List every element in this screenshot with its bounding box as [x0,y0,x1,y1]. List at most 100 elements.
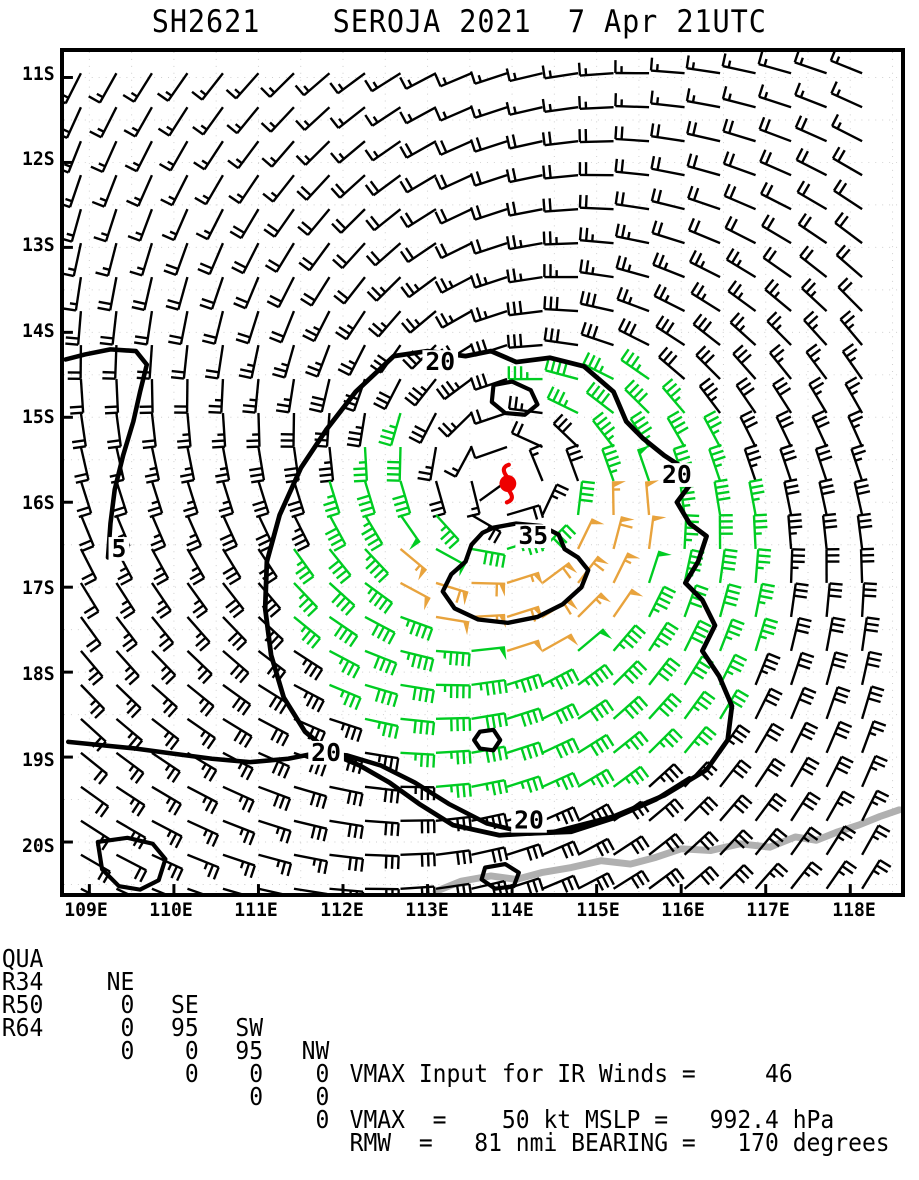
wind-barb [649,587,675,617]
wind-barb [723,86,756,107]
wind-barb [613,481,626,515]
wind-barb [862,756,887,787]
wind-barb [152,617,173,651]
wind-barb [759,85,791,108]
wind-barb [145,447,159,483]
wind-barb [614,625,646,651]
wind-barb [580,162,614,175]
wind-barb [843,344,862,379]
wind-barb [230,209,258,238]
wind-barb [858,514,872,549]
wind-barb [116,821,145,849]
wind-barb [400,887,434,893]
wind-barb [827,826,856,854]
wind-barb [369,311,401,336]
wind-barb [262,141,294,166]
wind-barb [365,685,397,707]
wind-barb [229,175,258,203]
wind-barb [152,549,168,585]
table-row: R34 0 95 95 0 [0,947,845,970]
wind-barb [366,175,401,195]
wind-barb [827,549,840,583]
page-title-text: SH2621 SEROJA 2021 7 Apr 21UTC [152,4,767,40]
table-row: R50 0 0 0 0 VMAX = 50 kt MSLP = 992.4 hP… [0,970,845,993]
wind-barb [617,256,649,277]
contour-label: 5 [112,534,127,563]
wind-barb [297,175,329,200]
wind-barb [164,243,188,275]
cyclone-hook-lower [507,490,512,502]
wind-barb [471,138,507,152]
wind-barb [160,141,188,170]
wind-barb [220,515,237,551]
wind-barb [253,481,269,517]
wind-barb [294,787,326,809]
wind-barb [507,641,543,653]
wind-barb [530,445,543,481]
wind-barb [543,739,579,758]
wind-barb [760,150,791,175]
wind-barb [64,107,81,138]
wind-barb [472,680,507,695]
wind-barb [294,889,327,893]
wind-barb [258,753,289,778]
wind-barb [180,447,194,483]
wind-barb [615,93,649,107]
y-axis-tick-label: 20S [1,835,54,857]
wind-barb [332,209,365,233]
wind-barb [654,284,684,311]
wind-barb [827,757,854,787]
wind-barb [804,311,827,345]
wind-barb [215,447,229,482]
wind-barb [544,264,578,277]
wind-barb [72,413,86,448]
wind-barb [258,855,291,876]
wind-barb [168,311,187,344]
wind-barb [202,311,223,344]
wind-barb [187,889,219,893]
wind-barb [579,63,613,76]
wind-barb [400,651,433,672]
wind-barb [81,787,108,817]
x-axis-tick-label: 112E [304,899,380,921]
wind-barb [545,328,578,345]
wind-barb [298,209,329,235]
wind-barb [105,379,118,413]
wind-barb [305,345,329,376]
wind-barb [507,844,543,860]
wind-barb [638,445,650,481]
wind-barb [621,349,649,379]
wind-barb [652,189,685,210]
wind-barb [578,770,614,787]
wind-barb [653,253,684,277]
wind-barb [617,287,649,311]
wind-barb [578,735,613,756]
wind-barb [152,889,183,893]
storm-parameters-table: QUA NE SE SW NW VMAX Input for IR Winds … [0,924,919,1014]
wind-barb [845,377,862,413]
wind-barb [152,821,182,848]
wind-barb [262,107,294,132]
wind-barb [862,860,891,889]
wind-barb [800,246,826,277]
wind-barb [694,314,721,345]
wind-barb [94,209,117,241]
wind-barb [798,181,827,209]
wind-barb [249,447,264,482]
wind-barb [797,148,827,175]
wind-barb [365,651,396,675]
wind-barb [649,694,681,719]
wind-barb [329,583,354,615]
wind-barb [507,168,543,182]
wind-barb [127,175,152,206]
wind-barb [507,269,542,283]
wind-barb [329,821,362,839]
wind-barb [508,334,543,348]
wind-barb [98,277,117,310]
wind-barb [81,889,111,893]
wind-barb [374,379,401,409]
contour-line [474,730,500,750]
y-axis-tick-label: 12S [1,148,54,170]
wind-barb [649,551,672,583]
wind-barb [336,311,365,339]
